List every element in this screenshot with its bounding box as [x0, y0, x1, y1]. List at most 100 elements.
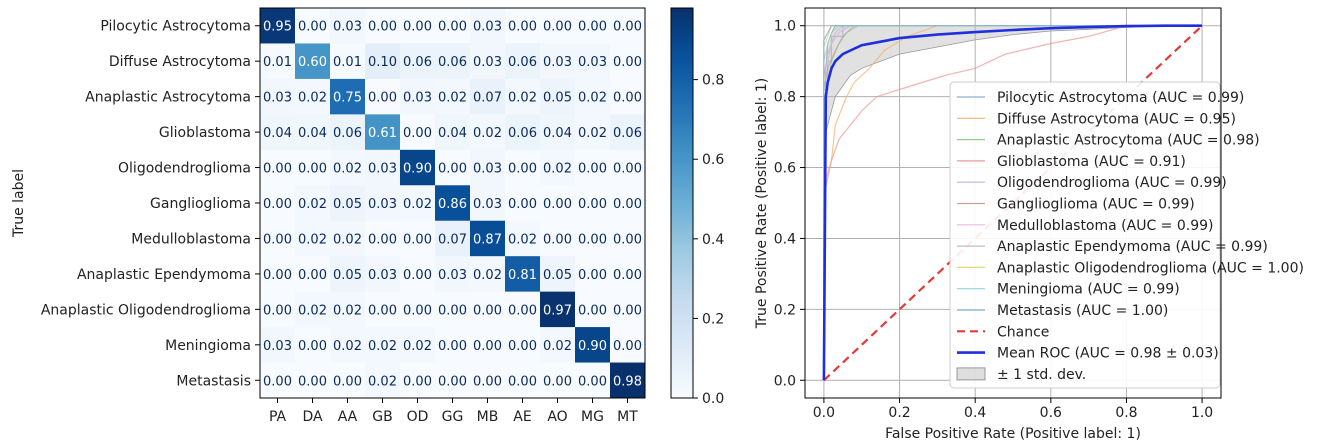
cm-row-label: Medulloblastoma: [131, 231, 251, 247]
cm-col-label: MB: [477, 409, 499, 425]
cm-cell: [435, 220, 471, 257]
cm-col-label: GG: [442, 409, 464, 425]
roc-xlabel: False Positive Rate (Positive label: 1): [885, 426, 1141, 442]
cm-cell-label: 0.03: [368, 268, 397, 283]
cm-cell: [365, 43, 401, 80]
cm-cell-label: 0.00: [403, 268, 432, 283]
cm-col-label: AO: [547, 409, 567, 425]
cm-cell-label: 0.05: [333, 268, 362, 283]
cm-col-labels: PA DA AA GB OD GG MB AE AO MG MT: [269, 398, 638, 425]
cm-cell-label: 0.00: [508, 374, 537, 389]
cm-cell: [260, 78, 296, 115]
cm-frame: [259, 7, 646, 399]
cm-cell-label: 0.00: [403, 232, 432, 247]
cm-cell-label: 0.97: [543, 303, 572, 318]
cm-cell-label: 0.03: [578, 55, 607, 70]
cm-cell-label: 0.02: [578, 91, 607, 106]
cm-cell: [610, 114, 646, 151]
cm-cell-label: 0.05: [543, 268, 572, 283]
cm-cell-label: 0.00: [438, 303, 467, 318]
cm-cell-label: 0.02: [578, 126, 607, 141]
cm-cell-label: 0.00: [508, 20, 537, 35]
cm-cell: [470, 78, 506, 115]
cm-cell: [330, 43, 366, 80]
cm-cell: [330, 291, 366, 328]
cm-cell: [295, 185, 331, 222]
cm-cell: [400, 78, 436, 115]
cm-cell: [295, 114, 331, 151]
cm-col-label: MG: [581, 409, 604, 425]
roc-mean-line: [822, 24, 1203, 381]
cm-cell: [330, 362, 366, 399]
cm-cell: [435, 114, 471, 151]
cm-cell: [330, 185, 366, 222]
cm-cell: [400, 291, 436, 328]
legend-label: Chance: [997, 324, 1049, 340]
cm-cell: [575, 8, 611, 44]
cm-cell-label: 0.03: [473, 162, 502, 177]
cm-col-label: GB: [372, 409, 392, 425]
cm-row-label: Ganglioglioma: [150, 196, 251, 212]
cm-cell-label: 0.05: [333, 197, 362, 212]
cm-cell: [435, 8, 471, 44]
cm-cell: [470, 149, 506, 186]
cm-cell: [295, 362, 331, 399]
cm-cell: [365, 114, 401, 151]
roc-ylabel: True Positive Rate (Positive label: 1): [754, 78, 770, 329]
legend-label: ± 1 std. dev.: [997, 367, 1086, 383]
roc-legend: Pilocytic Astrocytoma (AUC = 0.99) Diffus…: [949, 81, 1304, 389]
cm-cell-label: 0.06: [508, 55, 537, 70]
cm-cell-label: 0.60: [298, 55, 327, 70]
cm-cell: [400, 43, 436, 80]
cm-cell-label: 0.00: [263, 374, 292, 389]
cm-cell-label: 0.00: [368, 91, 397, 106]
roc-class-line: [823, 25, 1203, 381]
colorbar-tick-label: 0.2: [702, 311, 724, 327]
cm-cell-label: 0.00: [613, 232, 642, 247]
cm-cell-label: 0.04: [263, 126, 292, 141]
cm-row-label: Anaplastic Astrocytoma: [85, 90, 251, 106]
roc-lines: [822, 24, 1203, 382]
cm-cell: [435, 149, 471, 186]
cm-cell: [400, 8, 436, 44]
cm-cell-label: 0.61: [368, 126, 397, 141]
cm-cell-label: 0.03: [473, 20, 502, 35]
cm-cell: [435, 78, 471, 115]
cm-cell-label: 0.01: [333, 55, 362, 70]
cm-cell: [295, 149, 331, 186]
cm-cell-label: 0.00: [578, 197, 607, 212]
colorbar-tick-label: 0.8: [702, 73, 724, 89]
roc-ticks: 0.0 0.2 0.4 0.6 0.8 1.0 0.0 0.2 0.4 0.6 0.8 1.0: [774, 19, 1213, 421]
roc-ytick-label: 1.0: [774, 19, 796, 35]
cm-cell: [400, 114, 436, 151]
cm-cell-label: 0.02: [473, 268, 502, 283]
cm-cell-label: 0.00: [473, 374, 502, 389]
cm-cell-label: 0.86: [438, 197, 467, 212]
cm-cell: [435, 256, 471, 293]
roc-ytick-label: 0.2: [774, 302, 796, 318]
cm-cell: [295, 8, 331, 44]
cm-cell-label: 0.90: [403, 162, 432, 177]
cm-cell: [260, 291, 296, 328]
cm-cell-label: 0.00: [368, 232, 397, 247]
cm-cell-label: 0.00: [473, 303, 502, 318]
cm-cell: [575, 78, 611, 115]
cm-cell-label: 0.02: [298, 232, 327, 247]
cm-cell-label: 0.06: [403, 55, 432, 70]
confusion-matrix: 0.95 0.00 0.03 0.00 0.00 0.00 0.03 0.00 0.00 0.00…: [11, 7, 646, 425]
cm-cell: [540, 114, 576, 151]
legend-label: Mean ROC (AUC = 0.98 ± 0.03): [997, 346, 1219, 362]
cm-col-label: OD: [407, 409, 429, 425]
cm-cell: [260, 185, 296, 222]
cm-cell-label: 0.00: [578, 268, 607, 283]
cm-cell: [365, 220, 401, 257]
cm-row-label: Anaplastic Oligodendroglioma: [41, 302, 251, 318]
cm-cell: [365, 185, 401, 222]
cm-cell: [505, 43, 541, 80]
cm-cell: [575, 327, 611, 364]
cm-cell-label: 0.98: [613, 374, 642, 389]
cm-cell: [295, 256, 331, 293]
cm-cell: [330, 327, 366, 364]
cm-cell: [610, 8, 646, 44]
cm-cell: [575, 362, 611, 399]
